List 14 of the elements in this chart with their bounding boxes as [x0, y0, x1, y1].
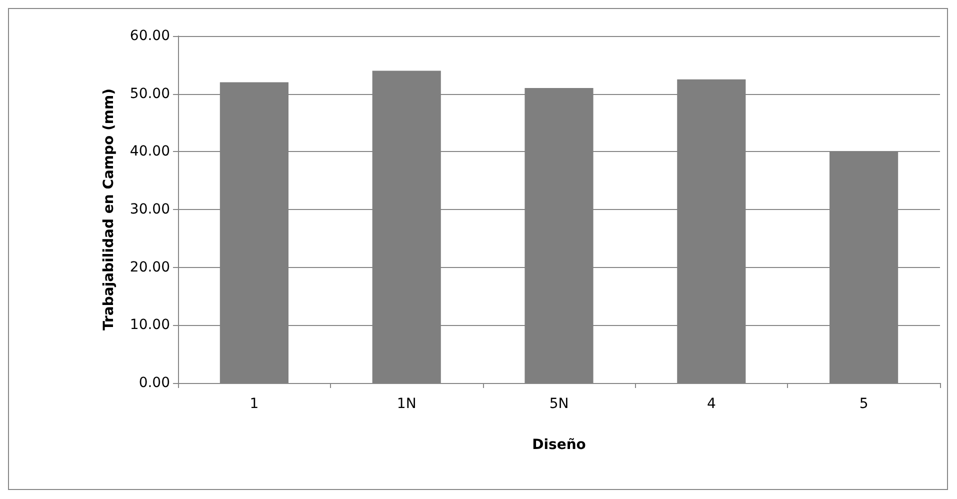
y-tick-label: 50.00	[130, 86, 170, 102]
x-tick-label: 1	[250, 396, 259, 412]
y-tick-label: 60.00	[130, 28, 170, 44]
y-tick-label: 10.00	[130, 317, 170, 334]
y-tick-label: 30.00	[130, 202, 170, 218]
x-tick-label: 5	[859, 396, 868, 412]
y-tick-label: 0.00	[138, 375, 170, 391]
y-tick-label: 40.00	[130, 144, 170, 160]
x-tick-label: 1N	[396, 396, 416, 412]
y-tick-label: 20.00	[130, 259, 170, 276]
x-tick-label: 5N	[549, 396, 569, 412]
y-axis-title: Trabajabilidad en Campo (mm)	[101, 88, 117, 330]
x-axis-title: Diseño	[532, 437, 586, 453]
x-tick-label: 4	[706, 396, 716, 412]
